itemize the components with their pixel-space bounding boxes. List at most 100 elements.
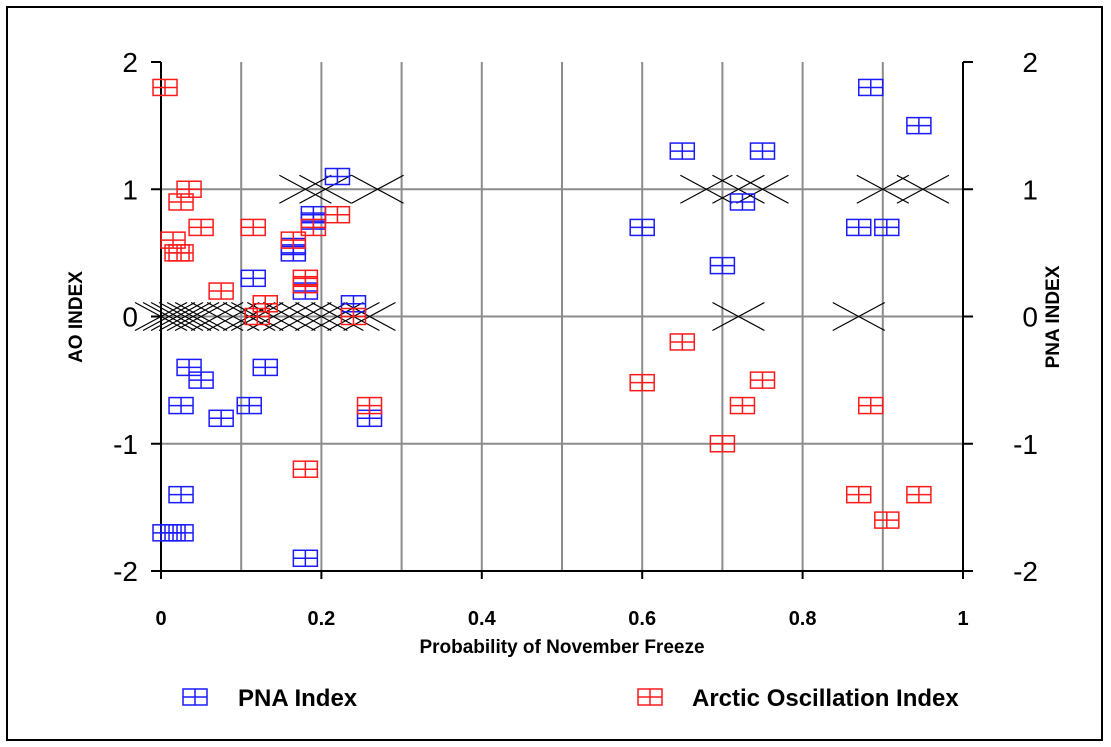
x-mark-point <box>158 301 212 332</box>
ao-point <box>280 231 307 249</box>
x-mark-point <box>279 174 332 204</box>
x-mark-point <box>174 301 228 332</box>
pna-point <box>252 358 279 377</box>
pna-point <box>749 142 776 160</box>
ao-point <box>252 295 279 313</box>
x-mark-point <box>343 301 396 332</box>
pna-point <box>292 549 319 568</box>
ao-point <box>168 244 194 262</box>
x-tick-label: 0.2 <box>307 608 335 630</box>
legend-marker <box>637 688 663 706</box>
x-stroke <box>680 174 733 204</box>
ao-point <box>292 275 319 294</box>
x-mark-point <box>134 301 188 332</box>
x-mark-point <box>311 301 364 332</box>
ao-point <box>749 371 776 389</box>
x-tick-label: 0.4 <box>468 608 497 630</box>
x-stroke <box>343 301 396 332</box>
pna-point <box>874 218 900 237</box>
x-mark-point <box>263 301 316 332</box>
x-mark-point <box>712 301 765 332</box>
y-tick-label-right: 1 <box>1022 174 1038 205</box>
ao-point <box>356 396 383 415</box>
pna-point <box>168 396 194 415</box>
x-tick-label: 1 <box>957 608 968 630</box>
ao-point <box>208 282 234 300</box>
x-stroke <box>150 301 204 332</box>
x-stroke <box>736 174 789 204</box>
x-stroke <box>134 301 188 332</box>
pna-point <box>168 485 194 504</box>
x-mark-point <box>680 174 733 204</box>
x-stroke <box>190 301 244 332</box>
y-tick-label-right: -2 <box>1013 556 1038 587</box>
ao-point <box>906 485 932 504</box>
ao-point <box>874 511 900 529</box>
x-axis-label: Probability of November Freeze <box>419 637 704 658</box>
pna-point <box>324 167 351 186</box>
x-stroke <box>206 301 260 332</box>
ao-point <box>300 218 327 237</box>
pna-point <box>709 256 736 275</box>
y-axis-label-right: PNA INDEX <box>1043 265 1064 368</box>
x-tick-label: 0.8 <box>789 608 817 630</box>
x-stroke <box>896 174 950 204</box>
x-mark-point <box>150 301 204 332</box>
x-stroke <box>246 301 300 332</box>
y-tick-label-left: -2 <box>113 556 138 587</box>
ao-point <box>324 205 351 224</box>
x-mark-point <box>279 301 332 332</box>
x-mark-point <box>351 174 404 204</box>
x-mark-point <box>206 301 260 332</box>
ao-point <box>709 435 736 453</box>
ao-point <box>152 78 178 97</box>
pna-point <box>240 269 266 288</box>
pna-point <box>208 409 234 428</box>
x-tick-label: 0 <box>155 608 166 630</box>
y-tick-label-right: 0 <box>1022 302 1038 333</box>
y-tick-label-left: 0 <box>122 302 138 333</box>
x-stroke <box>142 301 196 332</box>
x-stroke <box>279 301 332 332</box>
ao-point <box>858 396 884 415</box>
x-mark-point <box>142 301 196 332</box>
x-stroke <box>712 174 765 204</box>
x-stroke <box>166 301 220 332</box>
ao-point <box>340 307 367 326</box>
pna-point <box>669 142 696 160</box>
ao-point <box>292 460 319 478</box>
x-stroke <box>174 301 228 332</box>
x-stroke <box>712 301 765 332</box>
pna-point <box>729 193 756 211</box>
x-stroke <box>299 174 352 204</box>
x-stroke <box>263 301 316 332</box>
y-axis-label-left: AO INDEX <box>66 271 87 363</box>
y-tick-label-right: 2 <box>1022 47 1038 78</box>
x-mark-point <box>246 301 300 332</box>
x-stroke <box>832 301 886 332</box>
ao-point <box>188 218 214 237</box>
x-tick-label: 0.6 <box>628 608 656 630</box>
x-stroke <box>158 301 212 332</box>
pna-point <box>845 218 872 237</box>
ao-point <box>669 333 696 351</box>
legend: PNA Index Arctic Oscillation Index <box>182 685 959 712</box>
pna-point <box>906 116 932 135</box>
x-mark-point <box>736 174 789 204</box>
pna-point <box>168 524 194 542</box>
x-stroke <box>856 174 910 204</box>
x-mark-point <box>166 301 220 332</box>
ao-point <box>240 218 266 237</box>
y-tick-label-right: -1 <box>1013 429 1038 460</box>
x-mark-point <box>299 174 352 204</box>
x-stroke <box>351 174 404 204</box>
ao-point <box>176 180 202 198</box>
legend-label: PNA Index <box>238 685 358 712</box>
ao-point <box>729 396 756 415</box>
grid-lines <box>161 62 963 571</box>
x-stroke <box>279 174 332 204</box>
data-marks <box>134 78 950 568</box>
pna-point <box>236 396 262 415</box>
pna-point <box>858 78 884 97</box>
